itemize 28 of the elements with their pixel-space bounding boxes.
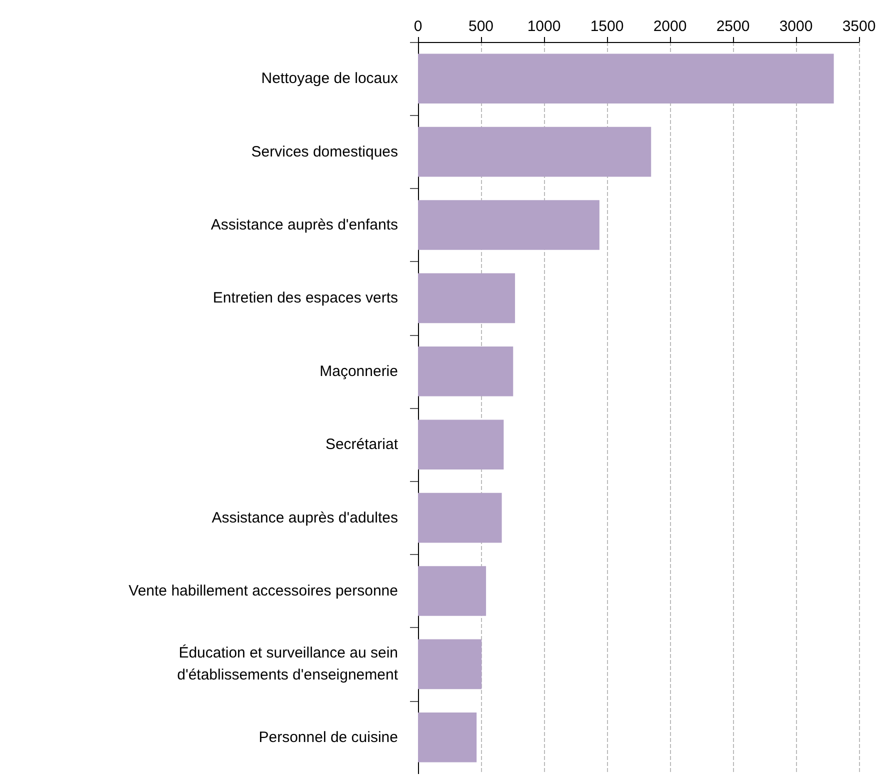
bar (418, 200, 600, 250)
y-tick-label: Éducation et surveillance au sein d'établissements d'enseignement (177, 644, 399, 684)
bar (418, 566, 486, 616)
bar (418, 639, 482, 690)
x-tick-label: 1000 (527, 18, 561, 35)
x-tick-label: 2500 (716, 18, 750, 35)
y-tick-label: Assistance auprès d'adultes (212, 509, 398, 526)
bar (418, 54, 834, 104)
y-tick-label: Entretien des espaces verts (212, 290, 398, 307)
x-tick-label: 500 (468, 18, 494, 35)
bar (418, 492, 502, 543)
y-tick-label: Vente habillement accessoires personne (128, 582, 398, 600)
y-tick-label: Services domestiques (251, 143, 398, 160)
y-tick-label: Secrétariat (325, 436, 399, 454)
bar (418, 712, 477, 762)
y-tick-label: Maçonnerie (320, 362, 398, 380)
x-tick-label: 1500 (590, 18, 624, 35)
y-tick-label: Personnel de cuisine (258, 728, 398, 746)
x-tick-label: 3500 (842, 18, 876, 35)
x-tick-label: 2000 (653, 18, 687, 35)
x-tick-label: 0 (414, 18, 422, 35)
y-tick-label: Nettoyage de locaux (261, 70, 398, 88)
bar (418, 273, 516, 324)
bar (418, 126, 652, 177)
bar (418, 346, 514, 396)
y-tick-label: Assistance auprès d'enfants (210, 216, 398, 234)
x-tick-label: 3000 (779, 18, 813, 35)
bar (418, 420, 504, 470)
